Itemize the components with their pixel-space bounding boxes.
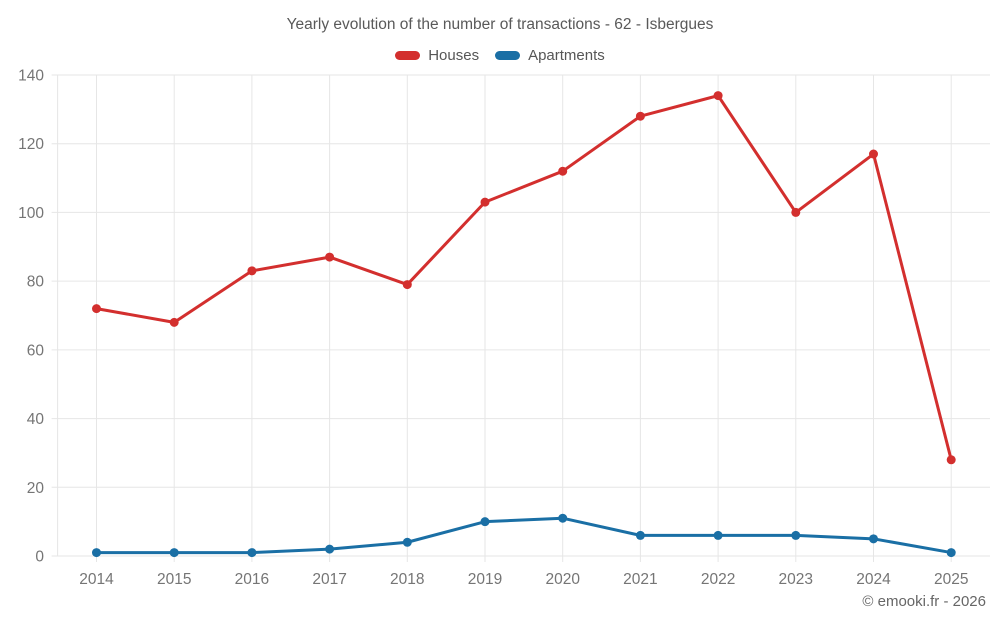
data-point-houses-2024[interactable] xyxy=(869,149,878,159)
x-tick-label: 2017 xyxy=(312,571,346,588)
chart-title: Yearly evolution of the number of transa… xyxy=(286,16,714,33)
data-point-houses-2014[interactable] xyxy=(92,304,101,314)
data-point-houses-2017[interactable] xyxy=(325,252,335,262)
data-point-apartments-2018[interactable] xyxy=(402,537,412,547)
data-point-apartments-2017[interactable] xyxy=(325,544,335,554)
legend-swatch-apartments-icon xyxy=(495,51,521,60)
y-tick-label: 140 xyxy=(18,68,44,85)
x-tick-label: 2016 xyxy=(235,571,269,588)
y-tick-label: 120 xyxy=(18,136,44,153)
legend-item-houses[interactable]: Houses xyxy=(395,47,479,64)
data-point-houses-2022[interactable] xyxy=(713,91,723,101)
legend-item-apartments[interactable]: Apartments xyxy=(495,47,605,64)
x-tick-label: 2020 xyxy=(545,571,580,588)
data-point-apartments-2019[interactable] xyxy=(480,517,490,527)
data-point-apartments-2016[interactable] xyxy=(247,548,257,558)
series-line-apartments[interactable] xyxy=(95,516,953,555)
data-point-apartments-2015[interactable] xyxy=(169,548,179,558)
legend-swatch-houses-icon xyxy=(395,51,421,60)
series-houses xyxy=(92,91,956,465)
data-point-houses-2023[interactable] xyxy=(791,207,801,217)
data-point-houses-2018[interactable] xyxy=(402,280,412,290)
series-line-houses[interactable] xyxy=(95,94,953,462)
gridlines xyxy=(51,74,990,562)
x-tick-label: 2022 xyxy=(701,571,735,588)
x-tick-label: 2024 xyxy=(856,571,891,588)
credit-text: © emooki.fr - 2026 xyxy=(862,593,986,610)
data-point-houses-2025[interactable] xyxy=(946,455,956,465)
data-point-houses-2021[interactable] xyxy=(635,111,645,121)
x-tick-label: 2021 xyxy=(623,571,657,588)
x-tick-label: 2019 xyxy=(468,571,502,588)
data-point-apartments-2025[interactable] xyxy=(946,548,956,558)
data-point-apartments-2014[interactable] xyxy=(92,548,101,558)
data-point-houses-2020[interactable] xyxy=(558,166,568,176)
x-tick-label: 2015 xyxy=(157,571,191,588)
x-tick-label: 2014 xyxy=(79,571,114,588)
axis-labels: 0 20 40 60 80 100 120 140 2014 2015 2016 2017 2018 20… xyxy=(18,68,968,589)
data-point-apartments-2023[interactable] xyxy=(791,530,801,540)
series-apartments xyxy=(92,513,956,558)
data-point-houses-2015[interactable] xyxy=(169,317,179,327)
data-point-apartments-2021[interactable] xyxy=(635,530,645,540)
data-point-apartments-2020[interactable] xyxy=(558,513,568,523)
y-tick-label: 20 xyxy=(27,480,45,497)
x-tick-label: 2018 xyxy=(390,571,424,588)
y-tick-label: 80 xyxy=(27,274,45,291)
y-tick-label: 60 xyxy=(27,342,45,359)
y-tick-label: 100 xyxy=(18,205,44,222)
chart-legend: Houses Apartments xyxy=(0,47,1000,64)
x-tick-label: 2023 xyxy=(779,571,813,588)
x-tick-label: 2025 xyxy=(934,571,968,588)
data-point-houses-2019[interactable] xyxy=(480,197,490,207)
y-tick-label: 0 xyxy=(35,549,44,566)
data-point-apartments-2022[interactable] xyxy=(713,530,723,540)
y-tick-label: 40 xyxy=(27,411,45,428)
legend-label-houses: Houses xyxy=(428,47,480,64)
data-point-apartments-2024[interactable] xyxy=(869,534,878,544)
legend-label-apartments: Apartments xyxy=(528,47,605,64)
data-point-houses-2016[interactable] xyxy=(247,266,257,276)
